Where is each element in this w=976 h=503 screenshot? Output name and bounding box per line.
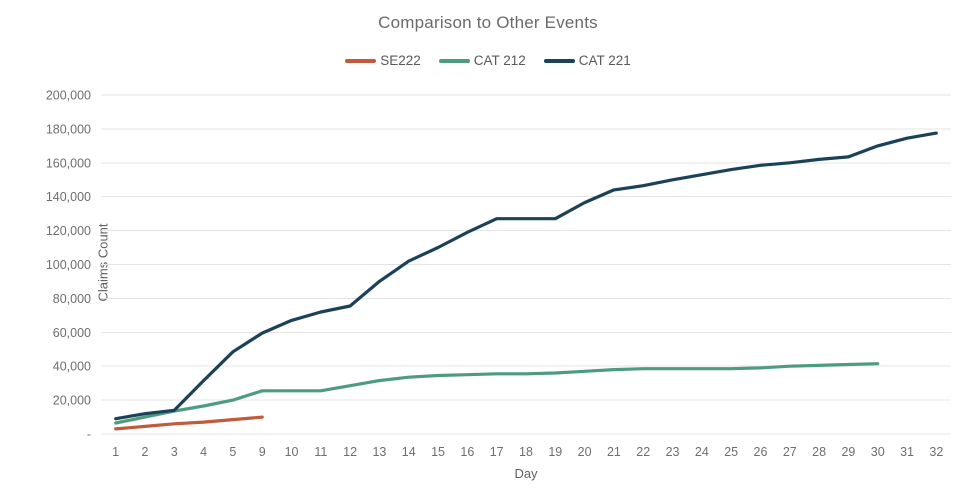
y-tick-label: - bbox=[87, 428, 91, 442]
x-tick-label: 4 bbox=[200, 445, 207, 459]
x-tick-label: 14 bbox=[402, 445, 416, 459]
x-tick-label: 19 bbox=[548, 445, 562, 459]
x-tick-label: 15 bbox=[431, 445, 445, 459]
chart-title: Comparison to Other Events bbox=[378, 13, 598, 32]
x-tick-label: 24 bbox=[695, 445, 709, 459]
x-tick-label: 16 bbox=[460, 445, 474, 459]
series-line-cat-212 bbox=[114, 362, 880, 425]
x-tick-label: 5 bbox=[229, 445, 236, 459]
legend-label: SE222 bbox=[380, 53, 421, 68]
legend-label: CAT 221 bbox=[578, 53, 631, 68]
x-tick-label: 30 bbox=[871, 445, 885, 459]
x-tick-label: 21 bbox=[607, 445, 621, 459]
x-tick-label: 31 bbox=[900, 445, 914, 459]
x-tick-label: 3 bbox=[171, 445, 178, 459]
x-tick-label: 20 bbox=[578, 445, 592, 459]
x-tick-label: 12 bbox=[343, 445, 357, 459]
legend-swatch bbox=[543, 58, 575, 63]
x-tick-label: 29 bbox=[841, 445, 855, 459]
x-tick-label: 32 bbox=[929, 445, 943, 459]
x-tick-label: 10 bbox=[285, 445, 299, 459]
legend: SE222 CAT 212 CAT 221 bbox=[0, 53, 976, 68]
y-tick-label: 80,000 bbox=[53, 292, 91, 306]
legend-item-se222: SE222 bbox=[345, 53, 421, 68]
x-tick-label: 27 bbox=[783, 445, 797, 459]
legend-item-cat-212: CAT 212 bbox=[438, 53, 526, 68]
y-tick-label: 180,000 bbox=[46, 122, 91, 136]
x-tick-label: 22 bbox=[636, 445, 650, 459]
x-tick-label: 25 bbox=[724, 445, 738, 459]
legend-label: CAT 212 bbox=[473, 53, 526, 68]
y-tick-label: 160,000 bbox=[46, 156, 91, 170]
x-tick-label: 23 bbox=[666, 445, 680, 459]
legend-swatch bbox=[438, 58, 470, 63]
y-tick-label: 60,000 bbox=[53, 326, 91, 340]
x-tick-label: 9 bbox=[259, 445, 266, 459]
x-tick-label: 11 bbox=[314, 445, 327, 459]
legend-swatch bbox=[345, 58, 377, 63]
y-tick-label: 20,000 bbox=[53, 394, 91, 408]
series-line-cat-221 bbox=[114, 131, 938, 421]
y-tick-label: 140,000 bbox=[46, 190, 91, 204]
y-tick-label: 200,000 bbox=[46, 89, 91, 103]
x-tick-label: 1 bbox=[112, 445, 119, 459]
y-tick-label: 100,000 bbox=[46, 258, 91, 272]
series-line-se222 bbox=[114, 415, 264, 431]
x-tick-label: 28 bbox=[812, 445, 826, 459]
x-tick-label: 17 bbox=[490, 445, 504, 459]
y-tick-label: 40,000 bbox=[53, 360, 91, 374]
x-tick-label: 13 bbox=[372, 445, 386, 459]
x-axis-title: Day bbox=[514, 466, 538, 481]
x-tick-label: 2 bbox=[141, 445, 148, 459]
y-tick-label: 120,000 bbox=[46, 224, 91, 238]
legend-item-cat-221: CAT 221 bbox=[543, 53, 631, 68]
x-tick-label: 26 bbox=[754, 445, 768, 459]
x-tick-label: 18 bbox=[519, 445, 533, 459]
